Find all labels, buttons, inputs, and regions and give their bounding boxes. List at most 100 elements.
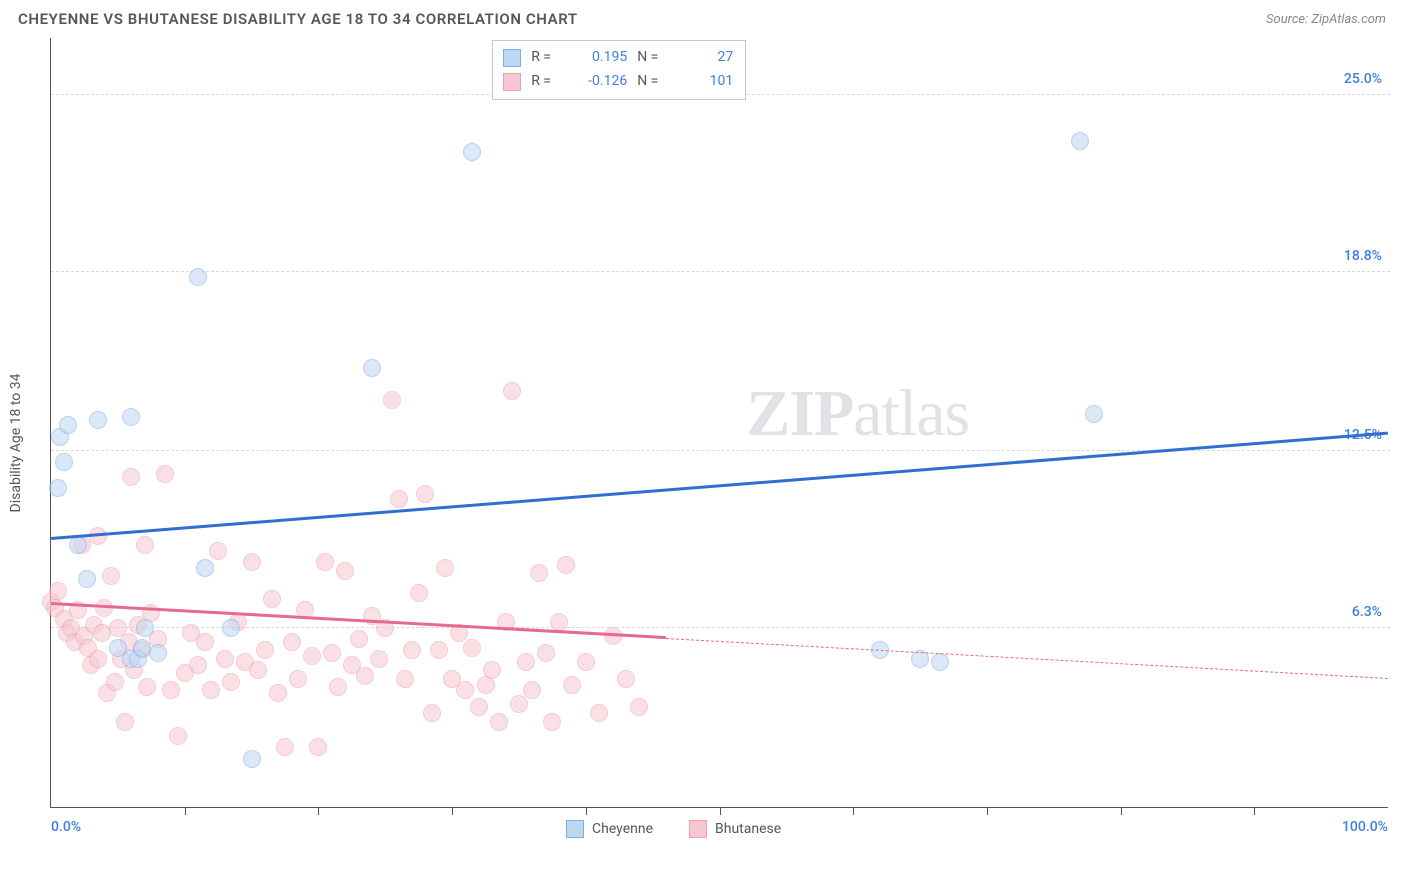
data-point [356, 667, 374, 685]
data-point [630, 698, 648, 716]
trend-line [666, 638, 1388, 679]
x-tick [987, 807, 988, 815]
data-point [436, 559, 454, 577]
legend-row: R =0.195N =27 [503, 46, 733, 70]
data-point [116, 713, 134, 731]
y-axis-label: Disability Age 18 to 34 [8, 374, 24, 513]
data-point [169, 727, 187, 745]
data-point [370, 650, 388, 668]
data-point [463, 143, 481, 161]
data-point [89, 650, 107, 668]
x-tick [1121, 807, 1122, 815]
legend-item: Bhutanese [689, 820, 781, 838]
legend-label: Bhutanese [715, 821, 781, 837]
data-point [263, 590, 281, 608]
x-tick-label: 0.0% [51, 819, 81, 835]
data-point [456, 681, 474, 699]
data-point [102, 567, 120, 585]
x-tick [720, 807, 721, 815]
scatter-plot: ZIPatlas R =0.195N =27R =-0.126N =101 25… [50, 38, 1388, 808]
data-point [503, 382, 521, 400]
series-legend: Cheyenne Bhutanese [566, 820, 781, 838]
data-point [396, 670, 414, 688]
chart-container: Disability Age 18 to 34 ZIPatlas R =0.19… [18, 38, 1388, 848]
data-point [336, 562, 354, 580]
x-tick [318, 807, 319, 815]
data-point [323, 644, 341, 662]
legend-n-label: N = [637, 46, 665, 70]
data-point [550, 613, 568, 631]
x-tick [853, 807, 854, 815]
data-point [350, 630, 368, 648]
data-point [383, 391, 401, 409]
data-point [216, 650, 234, 668]
data-point [59, 416, 77, 434]
data-point [316, 553, 334, 571]
x-tick [185, 807, 186, 815]
data-point [403, 641, 421, 659]
data-point [249, 661, 267, 679]
data-point [196, 633, 214, 651]
legend-n-label: N = [637, 70, 665, 94]
legend-r-label: R = [531, 70, 559, 94]
gridline [51, 450, 1390, 451]
legend-n-value: 27 [675, 46, 733, 70]
legend-r-value: -0.126 [569, 70, 627, 94]
legend-item: Cheyenne [566, 820, 653, 838]
legend-label: Cheyenne [592, 821, 653, 837]
data-point [537, 644, 555, 662]
data-point [136, 619, 154, 637]
correlation-legend: R =0.195N =27R =-0.126N =101 [492, 40, 746, 100]
x-tick [452, 807, 453, 815]
data-point [557, 556, 575, 574]
data-point [563, 676, 581, 694]
data-point [1085, 405, 1103, 423]
data-point [329, 678, 347, 696]
data-point [222, 619, 240, 637]
data-point [138, 678, 156, 696]
data-point [410, 584, 428, 602]
x-tick [586, 807, 587, 815]
data-point [931, 653, 949, 671]
legend-swatch [503, 73, 521, 91]
data-point [523, 681, 541, 699]
x-tick [1254, 807, 1255, 815]
page-title: CHEYENNE VS BHUTANESE DISABILITY AGE 18 … [18, 10, 578, 28]
y-tick-label: 25.0% [1344, 71, 1382, 87]
data-point [510, 695, 528, 713]
data-point [517, 653, 535, 671]
data-point [483, 661, 501, 679]
data-point [78, 570, 96, 588]
data-point [390, 490, 408, 508]
data-point [122, 468, 140, 486]
data-point [423, 704, 441, 722]
data-point [463, 639, 481, 657]
data-point [1071, 132, 1089, 150]
y-tick-label: 18.8% [1344, 248, 1382, 264]
legend-row: R =-0.126N =101 [503, 70, 733, 94]
data-point [89, 527, 107, 545]
data-point [289, 670, 307, 688]
data-point [490, 713, 508, 731]
data-point [136, 536, 154, 554]
data-point [276, 738, 294, 756]
watermark: ZIPatlas [746, 376, 969, 452]
data-point [122, 408, 140, 426]
gridline [51, 627, 1390, 628]
x-tick-label: 100.0% [1342, 819, 1388, 835]
data-point [543, 713, 561, 731]
y-tick-label: 6.3% [1352, 604, 1382, 620]
data-point [222, 673, 240, 691]
data-point [49, 479, 67, 497]
legend-swatch [503, 49, 521, 67]
legend-swatch [566, 820, 584, 838]
data-point [243, 553, 261, 571]
data-point [106, 673, 124, 691]
data-point [256, 641, 274, 659]
legend-r-value: 0.195 [569, 46, 627, 70]
data-point [196, 559, 214, 577]
data-point [309, 738, 327, 756]
data-point [283, 633, 301, 651]
data-point [470, 698, 488, 716]
data-point [202, 681, 220, 699]
